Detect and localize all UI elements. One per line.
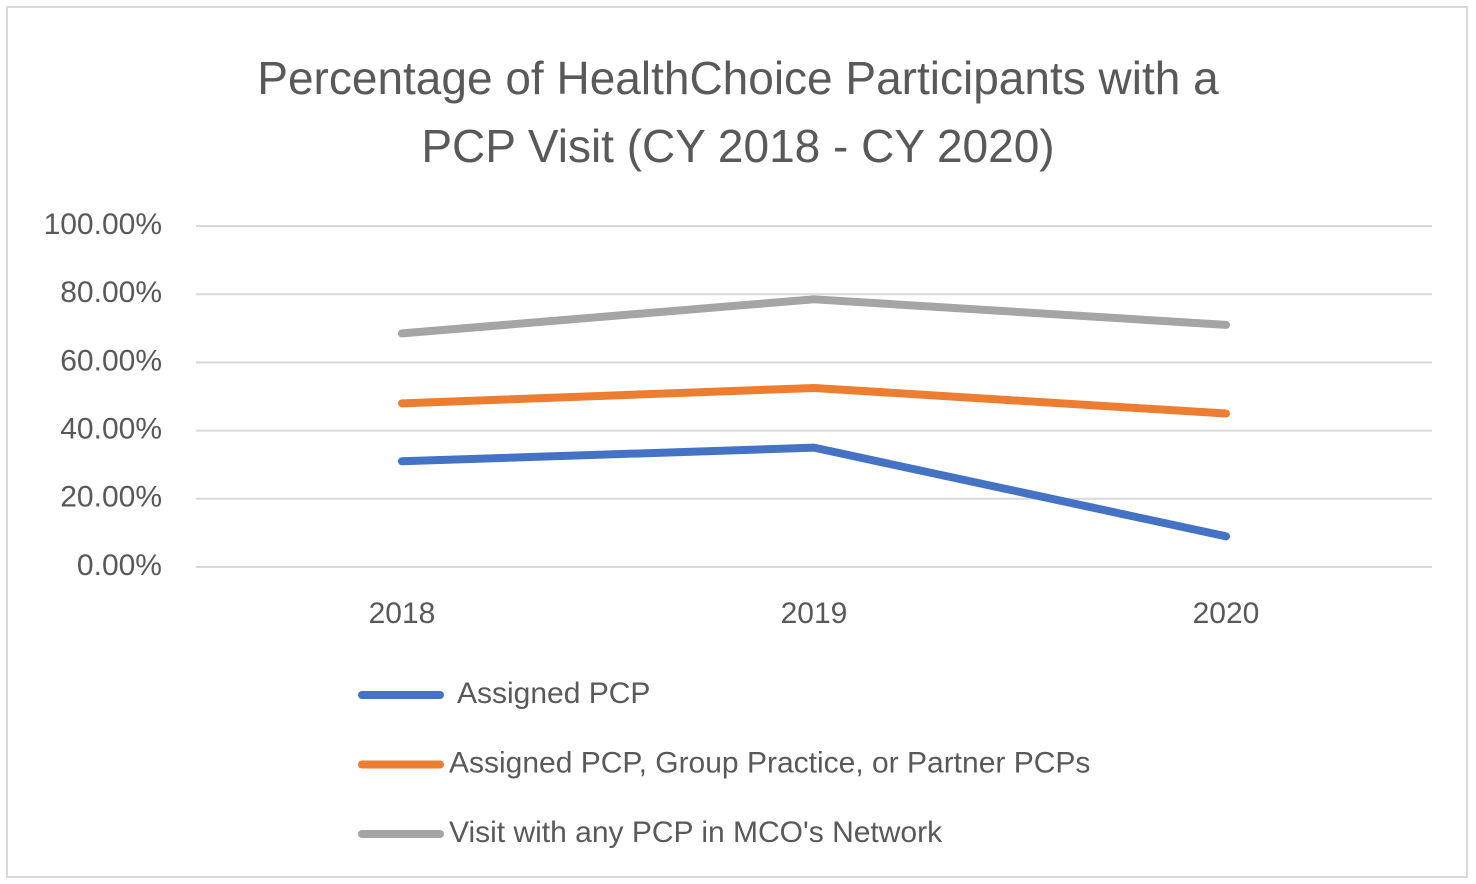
y-tick-label: 80.00% [60, 276, 162, 309]
legend-label: Assigned PCP, Group Practice, or Partner… [449, 746, 1090, 779]
chart-title: Percentage of HealthChoice Participants … [257, 52, 1219, 172]
series-line [398, 295, 1230, 338]
y-tick-label: 60.00% [60, 344, 162, 377]
chart-frame [6, 6, 1468, 878]
x-tick-label: 2018 [369, 597, 436, 630]
y-tick-label: 0.00% [77, 549, 162, 582]
x-tick-label: 2020 [1193, 597, 1260, 630]
y-tick-label: 100.00% [44, 208, 162, 241]
series-line [398, 443, 1230, 541]
x-tick-label: 2019 [781, 597, 848, 630]
y-tick-label: 40.00% [60, 413, 162, 446]
legend-label: Assigned PCP [457, 677, 650, 710]
legend-label: Visit with any PCP in MCO's Network [449, 816, 943, 849]
series-line [398, 383, 1230, 418]
y-tick-label: 20.00% [60, 481, 162, 514]
